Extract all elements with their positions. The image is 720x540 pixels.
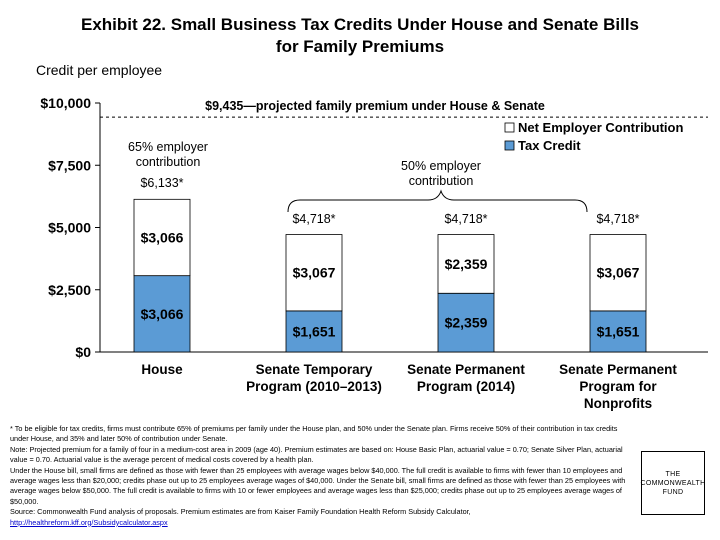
data-label-tax-credit: $2,359 [445,315,488,331]
x-category-label: Nonprofits [584,396,652,411]
bar-total-label: $4,718* [292,212,335,226]
x-category-label: Program (2014) [417,379,515,394]
y-tick-label: $0 [75,344,91,360]
annotation-65-percent: 65% employer [128,140,208,154]
y-axis-caption: Credit per employee [36,62,163,78]
logo-line-3: FUND [662,488,684,496]
annotation-50-percent: contribution [409,174,474,188]
data-label-net-employer-contribution: $3,067 [597,265,640,281]
x-category-label: Senate Permanent [559,362,677,377]
footnotes: * To be eligible for tax credits, firms … [10,424,632,528]
x-category-label: Senate Temporary [256,362,373,377]
y-tick-label: $5,000 [48,220,91,236]
chart-title-line-1: Exhibit 22. Small Business Tax Credits U… [80,15,640,34]
reference-line-label: $9,435—projected family premium under Ho… [205,99,545,113]
commonwealth-fund-logo: THE COMMONWEALTH FUND [641,451,705,515]
x-category-label: House [141,362,183,377]
data-label-tax-credit: $3,066 [141,306,184,322]
logo-line-2: COMMONWEALTH [640,479,706,487]
bar-net-employer-contribution [285,234,343,312]
bar-net-employer-contribution [589,234,647,312]
footnote-note: Note: Projected premium for a family of … [10,444,623,465]
legend-swatch-tax-credit [504,140,515,151]
x-category-label: Senate Permanent [407,362,525,377]
data-label-net-employer-contribution: $3,067 [293,265,336,281]
legend-label-net-employer-contribution: Net Employer Contribution [518,120,683,135]
bar-tax-credit [133,275,191,353]
x-category-label: Program (2010–2013) [246,379,382,394]
x-category-label: Program for [579,379,657,394]
footnote-source: Source: Commonwealth Fund analysis of pr… [10,507,471,517]
bar-net-employer-contribution [133,198,191,277]
chart-title: Exhibit 22. Small Business Tax Credits U… [0,14,720,58]
chart-title-line-2: for Family Premiums [275,37,445,56]
data-label-tax-credit: $1,651 [597,323,640,339]
bar-net-employer-contribution [437,234,495,294]
bar-total-label: $6,133* [140,176,183,190]
bar-tax-credit [285,310,343,353]
footnote-definitions: Under the House bill, small firms are de… [10,465,626,506]
data-label-tax-credit: $1,651 [293,323,336,339]
y-tick-label: $2,500 [48,282,91,298]
annotation-50-percent: 50% employer [401,159,481,173]
legend-label-tax-credit: Tax Credit [518,138,581,153]
annotation-65-percent: contribution [136,155,201,169]
bar-total-label: $4,718* [596,212,639,226]
data-label-net-employer-contribution: $3,066 [141,229,184,245]
bar-total-label: $4,718* [444,212,487,226]
source-link[interactable]: http://healthreform.kff.org/Subsidycalcu… [10,517,168,527]
senate-brace [287,189,588,213]
footnote-eligibility: * To be eligible for tax credits, firms … [10,424,618,444]
logo-line-1: THE [665,470,681,478]
y-tick-label: $7,500 [48,157,91,173]
stacked-bar-chart: $0 $2,500 $5,000 $7,500 $10,000 $9,435—projec… [40,95,708,411]
legend-swatch-net-employer-contribution [504,122,515,133]
bar-tax-credit [589,310,647,353]
y-tick-label: $10,000 [40,95,91,111]
data-label-net-employer-contribution: $2,359 [445,256,488,272]
